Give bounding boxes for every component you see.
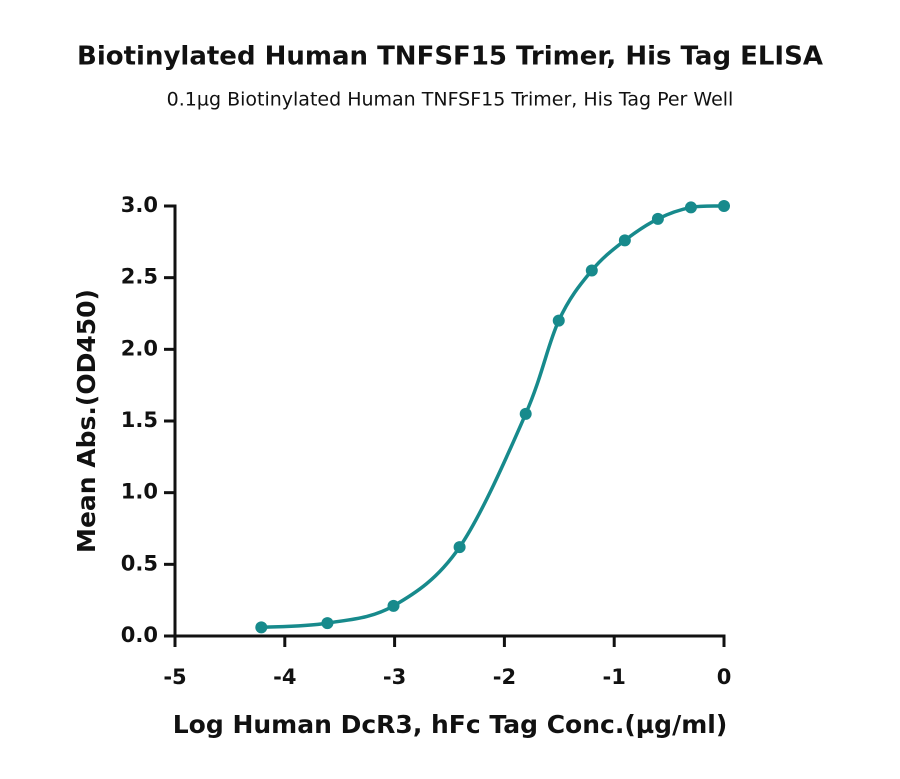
x-tick-label: -2: [493, 665, 516, 689]
curve: [261, 204, 725, 630]
data-point: [387, 599, 400, 612]
y-tick-label: 0.0: [121, 623, 158, 647]
data-point: [585, 264, 598, 277]
y-tick-label: 3.0: [121, 193, 158, 217]
y-tick-label: 1.5: [121, 408, 158, 432]
y-axis-label: Mean Abs.(OD450): [72, 289, 101, 553]
data-point: [684, 201, 697, 214]
data-point: [321, 617, 334, 630]
chart-title: Biotinylated Human TNFSF15 Trimer, His T…: [77, 42, 823, 72]
x-tick-label: -5: [163, 665, 186, 689]
data-point: [618, 234, 631, 247]
data-point: [718, 200, 730, 212]
data-point: [651, 212, 664, 225]
x-tick-label: -3: [383, 665, 406, 689]
data-point: [519, 407, 532, 420]
x-tick-label: 0: [717, 665, 732, 689]
data-point: [552, 314, 565, 327]
x-tick-label: -1: [603, 665, 626, 689]
y-tick-label: 0.5: [121, 551, 158, 575]
data-point: [255, 621, 268, 634]
chart-subtitle: 0.1µg Biotinylated Human TNFSF15 Trimer,…: [167, 89, 734, 111]
y-tick-label: 2.5: [121, 265, 158, 289]
data-point: [453, 541, 466, 554]
x-tick-label: -4: [273, 665, 296, 689]
y-tick-label: 2.0: [121, 336, 158, 360]
x-axis-label: Log Human DcR3, hFc Tag Conc.(µg/ml): [173, 710, 728, 739]
y-tick-label: 1.0: [121, 480, 158, 504]
